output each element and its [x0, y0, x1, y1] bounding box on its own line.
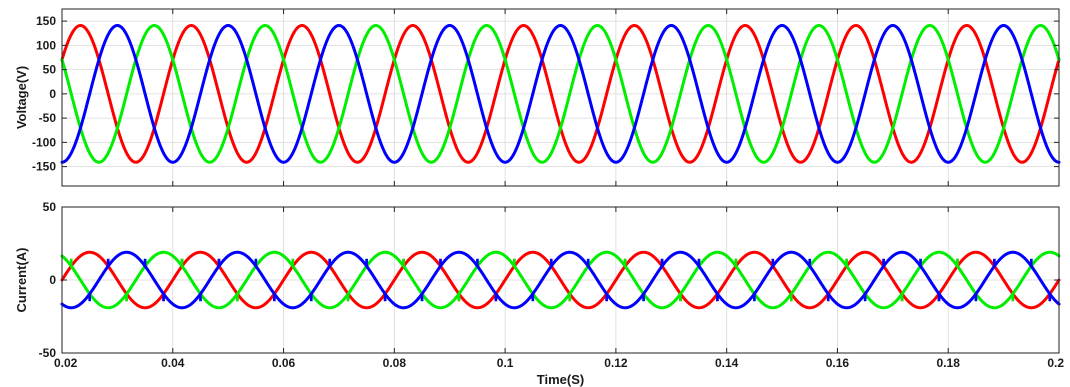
current-traces [60, 250, 1061, 310]
x-tick-label: 0.1 [497, 356, 514, 370]
series-line-3 [60, 250, 1061, 310]
current-y-ticks: 50 0 -50 [39, 200, 1059, 360]
voltage-x-ticks [61, 9, 1060, 186]
y-tick-label: -50 [39, 111, 57, 125]
current-panel: 500-50 0.02 0.04 0.06 0.08 0.1 0.12 0.14 0.16 0.… [14, 200, 1064, 387]
x-tick-label: 0.12 [604, 356, 628, 370]
x-tick-label: 0.16 [826, 356, 850, 370]
voltage-traces [60, 23, 1061, 164]
voltage-y-ticks: 150 100 50 0 -50 -100 -150 [32, 14, 1059, 174]
y-tick-label: -150 [32, 160, 56, 174]
y-tick-label: 50 [43, 200, 57, 214]
voltage-panel: 150 100 50 0 -50 -100 -150 Voltage(V) [14, 8, 1061, 187]
voltage-plot-frame [61, 8, 1060, 187]
current-x-ticks: 0.02 0.04 0.06 0.08 0.1 0.12 0.14 0.16 0.18 0.2 [54, 207, 1064, 370]
current-y-axis-label: Current(A) [14, 248, 29, 313]
y-tick-label: 0 [49, 273, 56, 287]
x-tick-label: 0.08 [383, 356, 407, 370]
x-tick-label: 0.06 [272, 356, 296, 370]
x-tick-label: 0.2 [1047, 356, 1064, 370]
series-line-2 [60, 250, 1061, 310]
y-tick-label: 0 [49, 87, 56, 101]
x-tick-label: 0.18 [937, 356, 961, 370]
y-tick-label: 100 [36, 38, 56, 52]
voltage-grid [62, 9, 1059, 186]
y-tick-label: -50 [39, 346, 57, 360]
x-tick-label: 0.14 [715, 356, 739, 370]
y-tick-label: 150 [36, 14, 56, 28]
series-line-3 [60, 23, 1061, 164]
voltage-y-axis-label: Voltage(V) [14, 66, 29, 129]
current-plot-frame [61, 206, 1060, 354]
y-tick-label: -100 [32, 135, 56, 149]
current-x-axis-label: Time(S) [537, 372, 584, 387]
series-line-1 [60, 250, 1061, 310]
y-tick-label: 50 [43, 63, 57, 77]
x-tick-label: 0.02 [54, 356, 78, 370]
x-tick-label: 0.04 [161, 356, 185, 370]
series-line-2 [60, 23, 1061, 164]
